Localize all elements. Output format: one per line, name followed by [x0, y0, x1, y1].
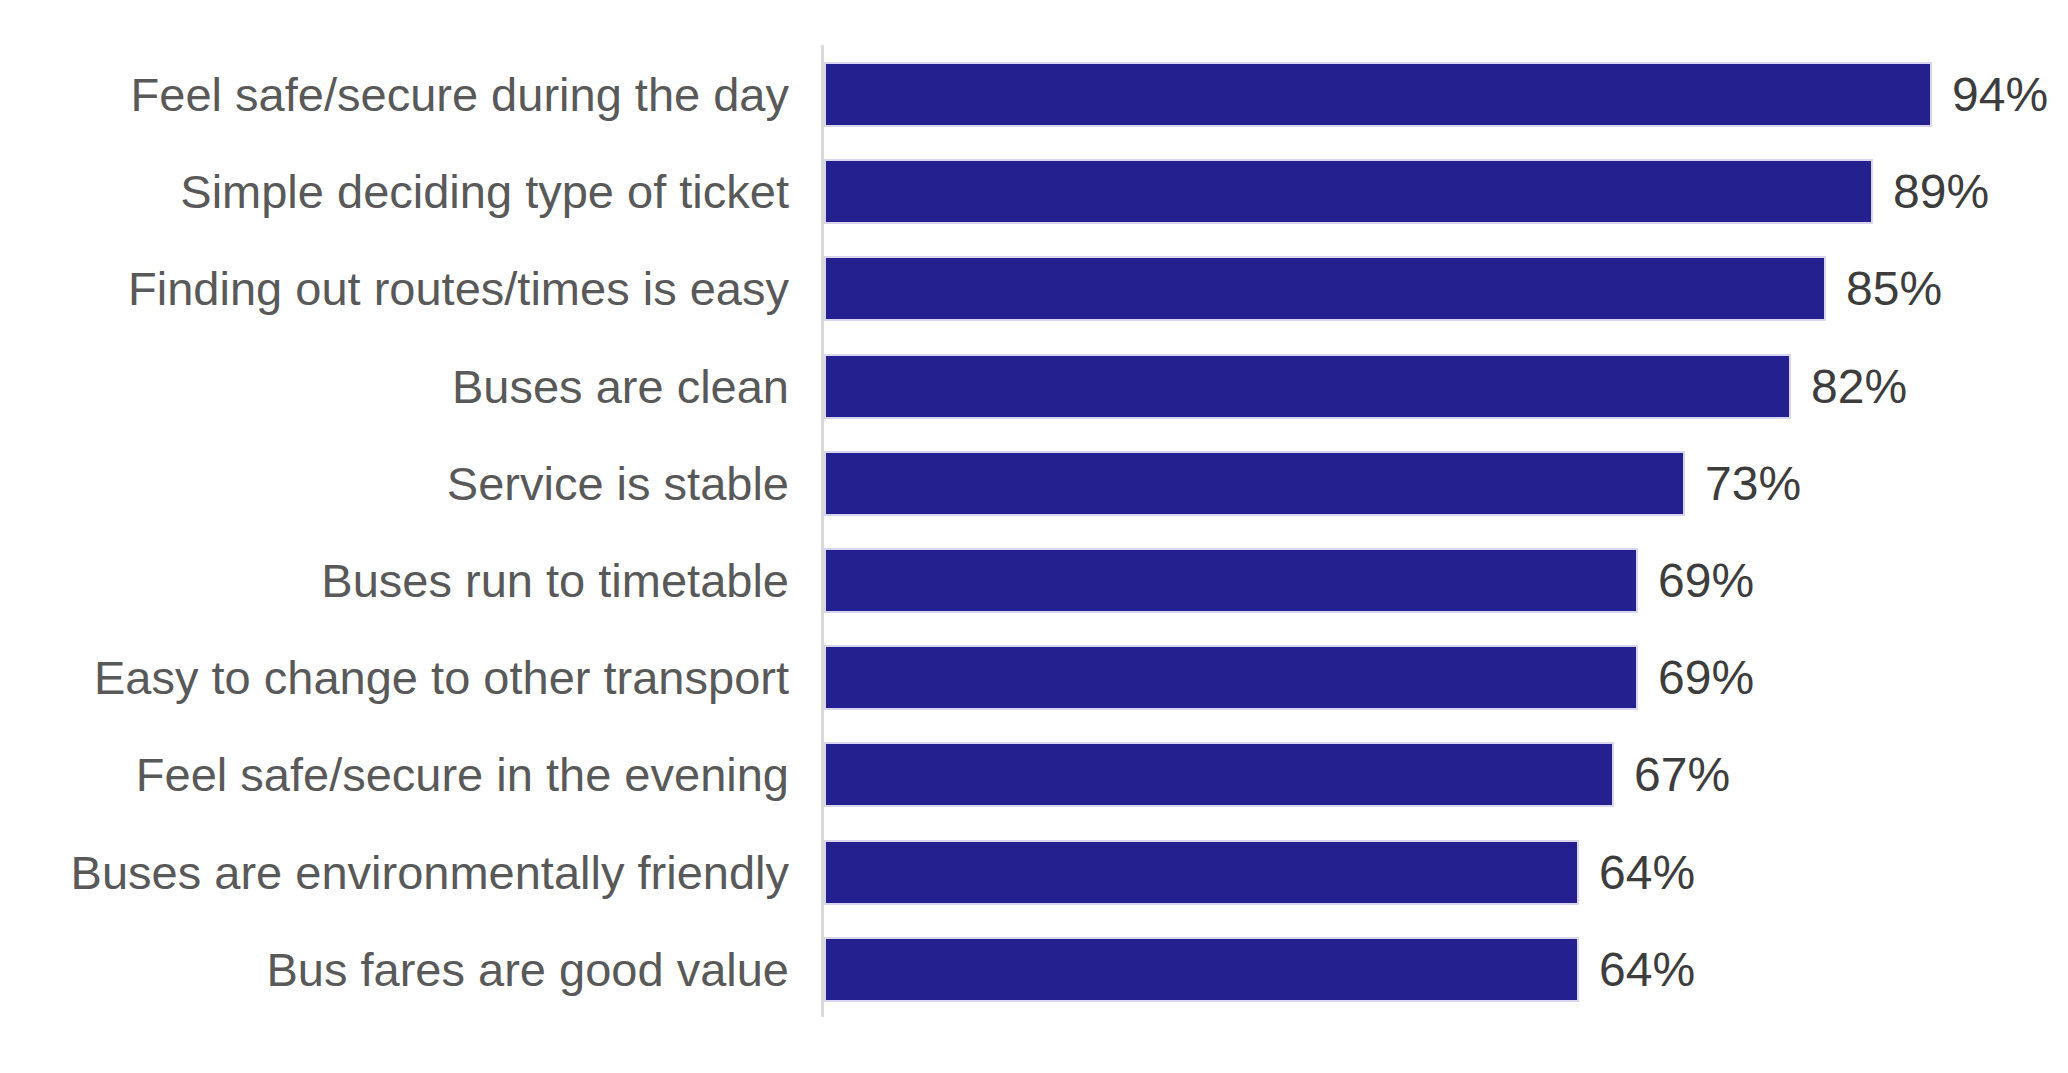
- category-label: Finding out routes/times is easy: [0, 256, 823, 321]
- bar-value-label: 94%: [1952, 62, 2048, 127]
- bar-value-label: 85%: [1846, 256, 1942, 321]
- chart-row: Feel safe/secure in the evening 67%: [0, 742, 2068, 807]
- bar: [824, 548, 1638, 613]
- chart-row: Bus fares are good value 64%: [0, 937, 2068, 1002]
- bar-value-label: 64%: [1599, 840, 1695, 905]
- category-label: Service is stable: [0, 451, 823, 516]
- bar: [824, 451, 1685, 516]
- bar-value-label: 64%: [1599, 937, 1695, 1002]
- bar-value-label: 89%: [1893, 159, 1989, 224]
- chart-row: Finding out routes/times is easy 85%: [0, 256, 2068, 321]
- category-label: Easy to change to other transport: [0, 645, 823, 710]
- bar: [824, 840, 1579, 905]
- bar: [824, 159, 1873, 224]
- category-label: Feel safe/secure in the evening: [0, 742, 823, 807]
- category-label: Buses are environmentally friendly: [0, 840, 823, 905]
- bar-value-label: 73%: [1705, 451, 1801, 516]
- category-label: Bus fares are good value: [0, 937, 823, 1002]
- chart-row: Easy to change to other transport 69%: [0, 645, 2068, 710]
- bar: [824, 354, 1791, 419]
- bar-value-label: 67%: [1634, 742, 1730, 807]
- bar-value-label: 69%: [1658, 645, 1754, 710]
- bar: [824, 937, 1579, 1002]
- bar-value-label: 82%: [1811, 354, 1907, 419]
- category-label: Buses run to timetable: [0, 548, 823, 613]
- bar: [824, 645, 1638, 710]
- bar-value-label: 69%: [1658, 548, 1754, 613]
- bar: [824, 256, 1826, 321]
- category-label: Simple deciding type of ticket: [0, 159, 823, 224]
- category-label: Feel safe/secure during the day: [0, 62, 823, 127]
- bar: [824, 742, 1614, 807]
- category-label: Buses are clean: [0, 354, 823, 419]
- chart-row: Simple deciding type of ticket 89%: [0, 159, 2068, 224]
- bar: [824, 62, 1932, 127]
- chart-row: Buses run to timetable 69%: [0, 548, 2068, 613]
- chart-row: Buses are environmentally friendly 64%: [0, 840, 2068, 905]
- chart-row: Feel safe/secure during the day 94%: [0, 62, 2068, 127]
- chart-row: Service is stable 73%: [0, 451, 2068, 516]
- bar-chart: Feel safe/secure during the day 94% Simp…: [0, 0, 2068, 1073]
- chart-row: Buses are clean 82%: [0, 354, 2068, 419]
